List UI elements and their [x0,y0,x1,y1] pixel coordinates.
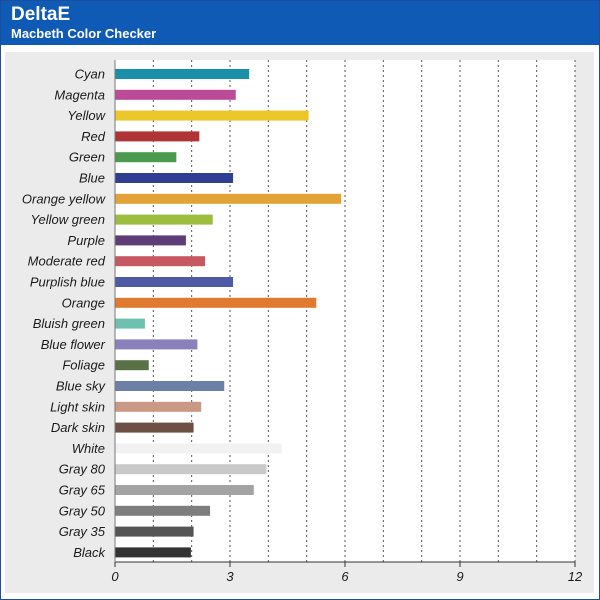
category-label: Gray 35 [59,524,106,539]
category-label: Red [81,129,106,144]
bar-purplish-blue [115,277,234,287]
bar-orange [115,297,317,308]
category-label: Magenta [54,87,105,102]
bar-yellow-green [115,214,213,225]
chart-header: DeltaE Macbeth Color Checker [1,1,599,45]
bar-blue-sky [115,381,225,391]
category-label: Purplish blue [30,275,105,290]
category-label: Moderate red [28,254,106,269]
category-label: Dark skin [51,420,105,435]
bar-red [115,131,200,142]
category-label: White [72,441,105,456]
category-label: Yellow green [31,212,105,227]
x-tick-label: 12 [568,569,583,584]
bar-gray-35 [115,526,194,537]
bar-dark-skin [115,422,194,433]
x-tick-label: 6 [341,569,349,584]
bar-black [115,547,191,558]
category-label: Green [69,150,105,165]
category-label: Orange [62,295,105,310]
bar-gray-50 [115,505,211,516]
chart-title: DeltaE [11,4,71,25]
category-label: Blue flower [41,337,106,352]
x-tick-label: 3 [226,569,234,584]
bar-yellow [115,110,309,121]
bar-light-skin [115,401,202,412]
bar-foliage [115,360,149,371]
category-label: Blue [79,171,105,186]
category-label: Foliage [62,358,105,373]
category-label: Yellow [67,108,106,123]
bar-blue-flower [115,339,198,350]
bar-purple [115,235,186,246]
category-label: Purple [67,233,105,248]
bar-blue [115,173,234,183]
category-label: Gray 80 [59,462,106,477]
category-label: Gray 65 [59,483,106,498]
category-label: Bluish green [33,316,105,331]
bar-gray-80 [115,464,267,475]
bar-white [115,443,282,454]
bar-cyan [115,69,250,79]
bar-green [115,152,177,163]
category-label: Orange yellow [22,191,107,206]
x-tick-label: 9 [456,569,463,584]
category-label: Black [73,545,106,560]
bar-gray-65 [115,485,254,495]
bar-moderate-red [115,256,206,267]
bar-bluish-green [115,318,145,329]
category-label: Light skin [50,399,105,414]
bar-orange-yellow [115,193,342,204]
category-label: Blue sky [56,379,107,394]
x-tick-label: 0 [111,569,119,584]
bar-magenta [115,89,236,100]
category-label: Cyan [75,67,105,82]
category-label: Gray 50 [59,503,106,518]
chart-subtitle: Macbeth Color Checker [11,26,157,41]
